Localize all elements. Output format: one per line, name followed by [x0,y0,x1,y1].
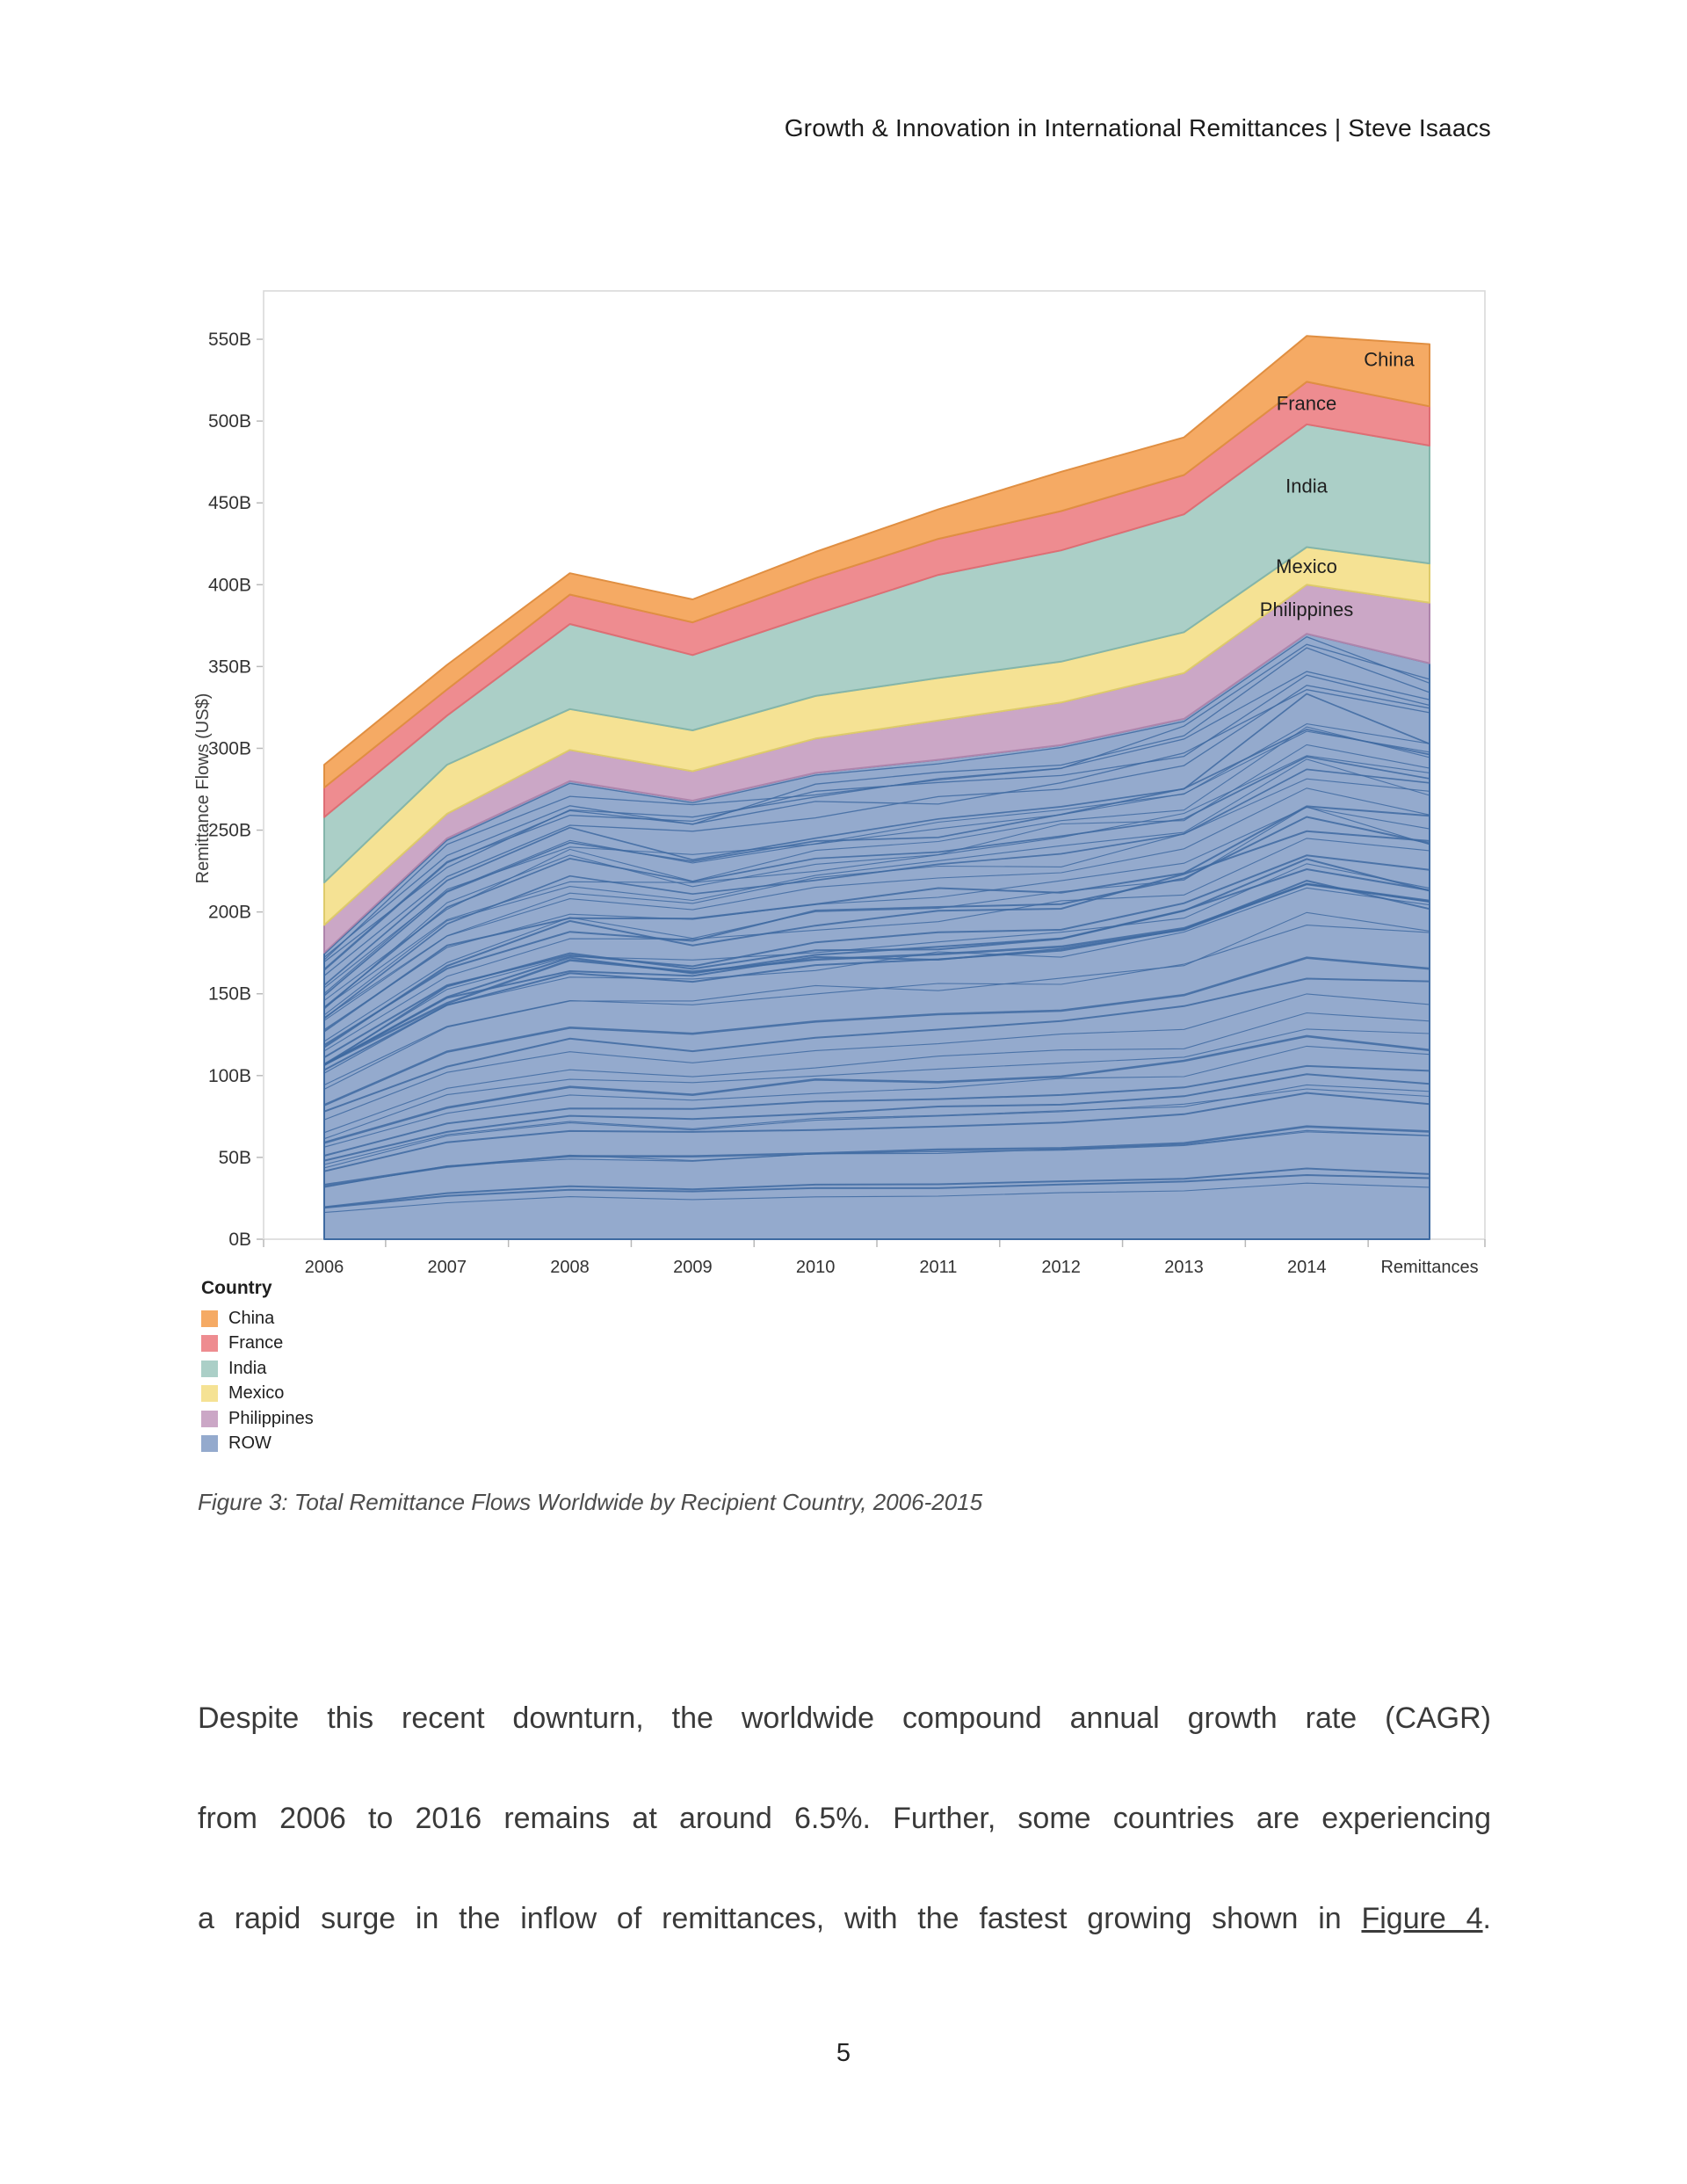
body-line-3: a rapid surge in the inflow of remittanc… [198,1902,1491,1935]
y-tick-label: 250B [208,821,251,841]
page-header-title: Growth & Innovation in International Rem… [784,114,1491,141]
legend-item-france: France [201,1331,314,1357]
legend-item-row: ROW [201,1432,314,1457]
y-tick-label: 50B [219,1148,251,1168]
x-tick-label: 2009 [673,1258,713,1277]
y-tick-label: 350B [208,657,251,677]
body-line-1: Despite this recent downturn, the worldw… [198,1701,1491,1735]
legend-title: Country [201,1278,272,1298]
body-paragraph: Despite this recent downturn, the worldw… [198,1668,1491,1969]
y-tick-label: 500B [208,411,251,432]
legend-swatch-row [201,1435,218,1453]
chart-legend: Country China France India Mexico Philip… [201,1278,314,1456]
legend-item-india: India [201,1356,314,1382]
legend-item-philippines: Philippines [201,1406,314,1432]
page-number: 5 [836,2039,851,2067]
body-line-2: from 2006 to 2016 remains at around 6.5%… [198,1802,1491,1835]
area-labels: China France India Mexico Philippines [1260,348,1415,620]
x-tick-label: 2013 [1164,1258,1204,1277]
area-label-france: France [1277,393,1336,415]
x-tick-label: 2012 [1041,1258,1081,1277]
x-tick-label: 2006 [305,1258,344,1277]
row-texture-lines [323,635,1430,1214]
legend-swatch-china [201,1310,218,1327]
x-tick-label: 2007 [428,1258,467,1277]
area-label-india: India [1285,475,1328,497]
area-label-china: China [1364,348,1415,370]
y-tick-label: 0B [228,1230,251,1250]
legend-swatch-philippines [201,1410,218,1427]
x-axis: 2006 2007 2008 2009 2010 2011 2012 2013 2014 Remi… [263,1239,1486,1277]
area-label-philippines: Philippines [1260,599,1353,620]
x-tick-label: 2014 [1287,1258,1327,1277]
legend-swatch-mexico [201,1385,218,1403]
area-band-china [323,335,1430,789]
y-tick-label: 100B [208,1066,251,1086]
legend-swatch-india [201,1360,218,1377]
y-axis-title: Remittance Flows (US$) [193,693,213,884]
legend-item-mexico: Mexico [201,1382,314,1407]
legend-swatch-france [201,1335,218,1353]
y-tick-label: 300B [208,738,251,758]
y-tick-label: 450B [208,493,251,513]
x-tick-label: 2008 [550,1258,590,1277]
area-label-mexico: Mexico [1276,555,1337,577]
y-axis: 0B 50B 100B 150B 200B 250B 300B 350B 400B 450B 500… [193,330,263,1250]
x-tick-label: 2010 [796,1258,836,1277]
figure-caption: Figure 3: Total Remittance Flows Worldwi… [198,1489,983,1515]
y-tick-label: 400B [208,575,251,595]
y-tick-label: 550B [208,330,251,350]
x-tick-label: 2011 [919,1258,957,1277]
y-tick-label: 200B [208,903,251,923]
y-tick-label: 150B [208,984,251,1005]
legend-item-china: China [201,1306,314,1331]
x-tick-label: Remittances [1380,1258,1478,1277]
figure-4-link[interactable]: Figure 4 [1361,1902,1483,1935]
